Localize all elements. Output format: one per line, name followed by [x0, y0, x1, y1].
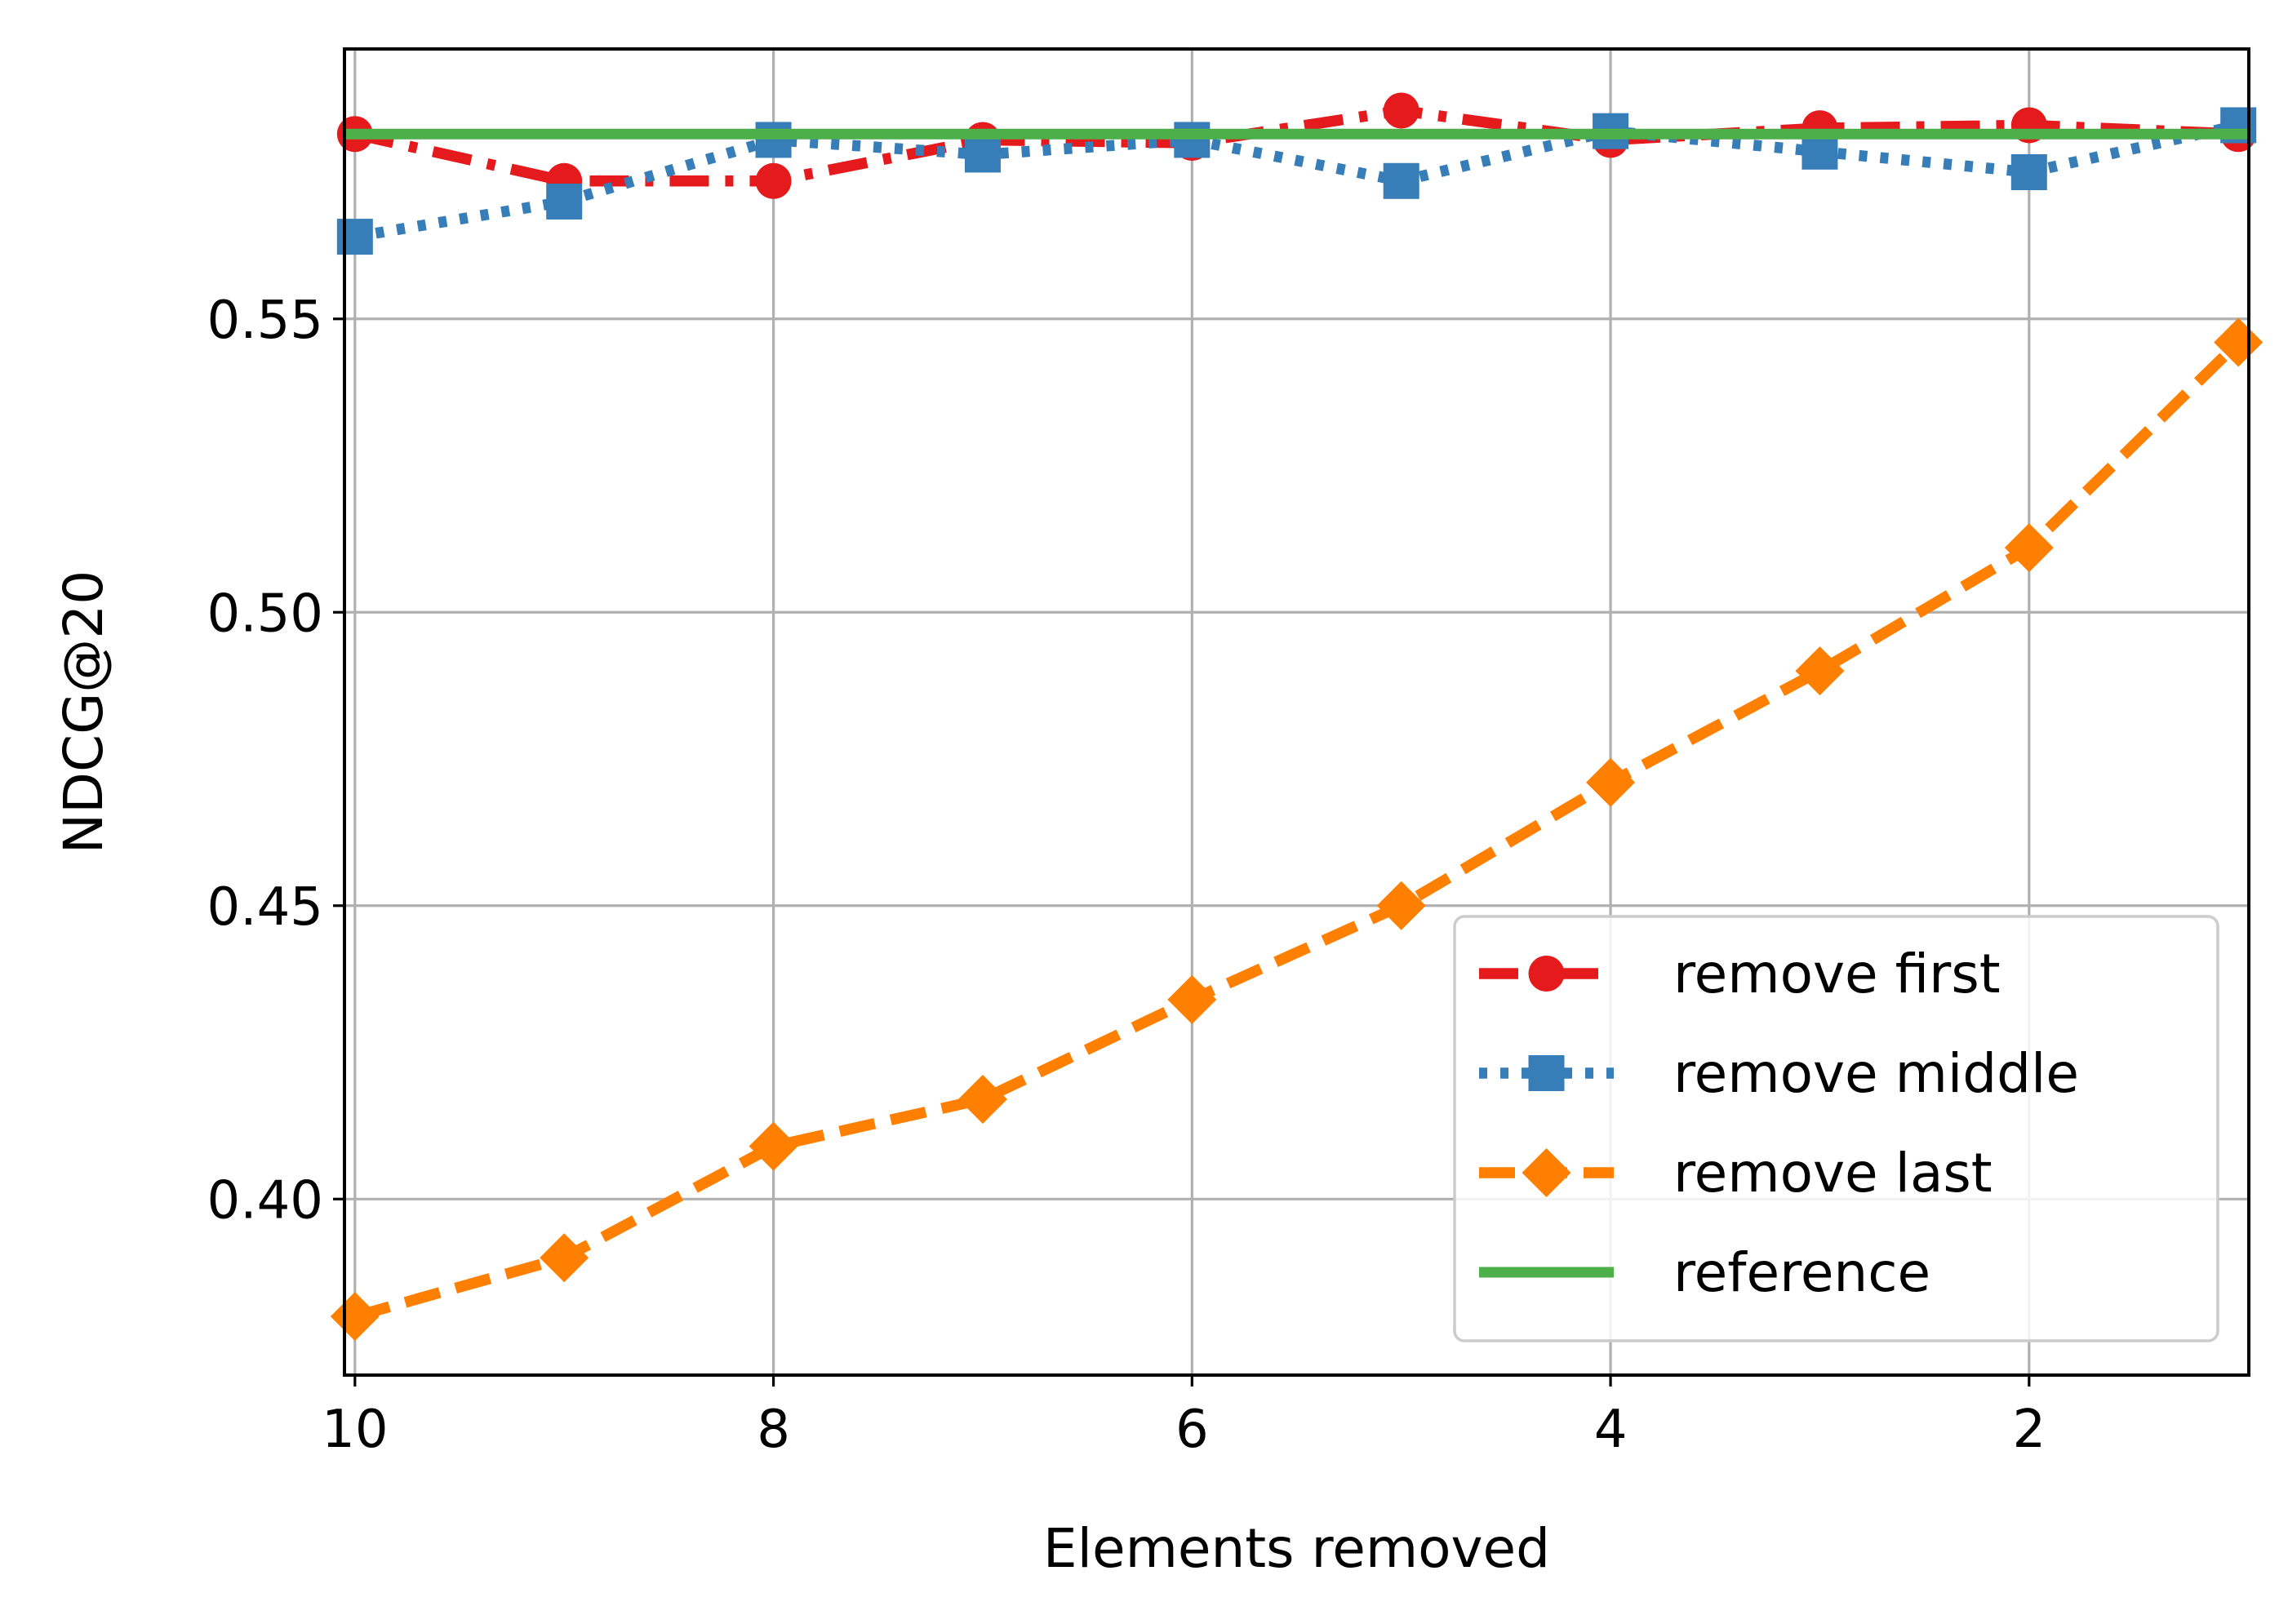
data-point	[2004, 523, 2054, 573]
y-tick-label: 0.40	[207, 1170, 324, 1231]
x-tick-label: 8	[757, 1400, 790, 1460]
data-point	[749, 1121, 798, 1171]
data-point	[1795, 646, 1845, 696]
legend-label: remove first	[1673, 943, 2001, 1005]
legend-box	[1453, 915, 2219, 1342]
legend-entry: remove last	[1479, 1142, 1993, 1205]
data-point	[2214, 317, 2264, 367]
legend-entry: reference	[1479, 1241, 1930, 1304]
data-point	[964, 136, 1001, 173]
data-point	[1586, 757, 1636, 807]
data-point	[1802, 133, 1838, 170]
data-point	[546, 183, 583, 220]
data-point	[755, 122, 792, 158]
plot-area-frame	[343, 47, 2250, 1377]
data-point	[1174, 122, 1211, 158]
data-point	[1167, 974, 1217, 1024]
legend-marker	[1528, 1055, 1565, 1091]
legend-label: reference	[1673, 1241, 1930, 1304]
x-tick-label: 2	[2012, 1400, 2046, 1460]
x-axis-label: Elements removed	[1043, 1517, 1550, 1580]
data-point	[755, 162, 792, 199]
data-point	[1376, 881, 1426, 930]
legend-entry: remove first	[1479, 943, 2001, 1005]
x-tick-label: 4	[1594, 1400, 1628, 1460]
x-tick-label: 6	[1175, 1400, 1209, 1460]
legend-label: remove last	[1673, 1142, 1993, 1205]
data-point	[2010, 153, 2047, 190]
data-point	[957, 1075, 1007, 1125]
legend-marker	[1522, 1148, 1571, 1197]
y-tick-label: 0.45	[207, 877, 324, 938]
data-point	[540, 1233, 589, 1283]
series-line	[353, 119, 2240, 242]
y-tick-label: 0.55	[207, 291, 324, 351]
x-tick-label: 10	[322, 1400, 388, 1460]
y-tick-label: 0.50	[207, 583, 324, 644]
legend-marker	[1528, 956, 1565, 992]
axis-ticks: 10 8 6 4 2 0.40 0.45 0.50 0.55	[207, 291, 2046, 1460]
data-point	[330, 1292, 380, 1342]
data-point	[1383, 92, 1419, 129]
legend-label: remove middle	[1673, 1042, 2079, 1105]
series-group	[330, 92, 2264, 1342]
legend: remove first remove middle remove last refe…	[1453, 915, 2219, 1342]
data-point	[1383, 162, 1419, 199]
y-axis-label: NDCG@20	[52, 570, 115, 854]
series-remove-last	[330, 317, 2264, 1342]
legend-entry: remove middle	[1479, 1042, 2079, 1105]
data-point	[336, 219, 373, 255]
series-line	[353, 338, 2242, 1322]
